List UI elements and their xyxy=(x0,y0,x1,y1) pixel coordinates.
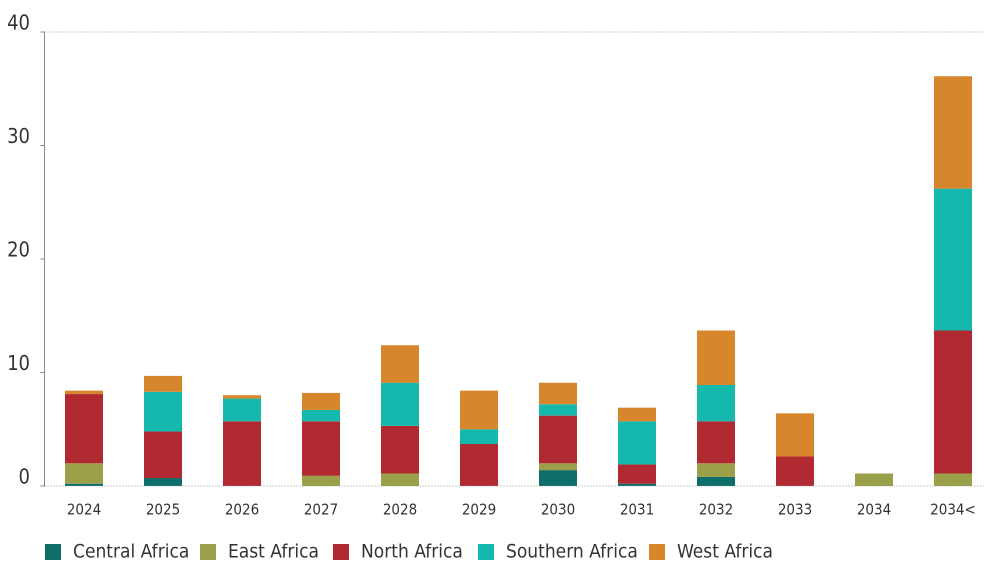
bar-segment xyxy=(934,473,972,486)
bar-segment xyxy=(697,421,735,464)
legend-swatch xyxy=(200,544,216,560)
x-tick-label: 2034< xyxy=(930,501,976,519)
bar-segment xyxy=(65,390,103,395)
x-tick-label: 2027 xyxy=(304,501,338,519)
bar-segment xyxy=(618,421,656,465)
bar-segment xyxy=(302,421,340,476)
y-tick-label: 40 xyxy=(7,11,30,35)
bar-segment xyxy=(223,398,261,422)
y-tick-label: 30 xyxy=(7,124,30,148)
bar-segment xyxy=(65,483,103,486)
bar-segment xyxy=(776,456,814,486)
x-tick-label: 2030 xyxy=(541,501,575,519)
bar-segment xyxy=(65,463,103,484)
bar-segment xyxy=(539,470,577,486)
bar-segment xyxy=(460,444,498,486)
x-tick-label: 2029 xyxy=(462,501,496,519)
bar-segment xyxy=(302,409,340,422)
bar-segment xyxy=(776,413,814,457)
bar-segment xyxy=(539,463,577,471)
bar-segment xyxy=(697,476,735,486)
legend-label: Central Africa xyxy=(73,541,189,563)
legend-swatch xyxy=(649,544,665,560)
bar-segment xyxy=(460,390,498,430)
x-tick-label: 2032 xyxy=(699,501,733,519)
bar-segment xyxy=(934,330,972,474)
x-tick-label: 2026 xyxy=(225,501,259,519)
bar-segment xyxy=(460,429,498,445)
y-tick-label: 10 xyxy=(7,351,30,375)
bar-segment xyxy=(697,330,735,385)
bar-segment xyxy=(539,415,577,464)
y-tick-label: 0 xyxy=(19,465,30,489)
bar-segment xyxy=(934,188,972,331)
bar-segment xyxy=(381,382,419,426)
bar-segment xyxy=(381,345,419,383)
legend-swatch xyxy=(333,544,349,560)
x-tick-label: 2033 xyxy=(778,501,812,519)
bar-segment xyxy=(697,463,735,477)
legend-swatch xyxy=(45,544,61,560)
legend-label: East Africa xyxy=(228,541,319,563)
bar-segment xyxy=(539,404,577,416)
bar-segment xyxy=(618,407,656,422)
bar-segment xyxy=(302,392,340,410)
legend-label: North Africa xyxy=(361,541,463,563)
x-tick-label: 2031 xyxy=(620,501,654,519)
bar-segment xyxy=(934,76,972,189)
legend-label: West Africa xyxy=(677,541,773,563)
bar-segment xyxy=(144,431,182,479)
bar-segment xyxy=(381,425,419,474)
x-tick-label: 2028 xyxy=(383,501,417,519)
legend-swatch xyxy=(478,544,494,560)
x-tick-label: 2024 xyxy=(67,501,101,519)
bar-segment xyxy=(223,421,261,486)
bar-segment xyxy=(539,382,577,405)
bar-segment xyxy=(618,483,656,486)
bar-segment xyxy=(855,473,893,486)
bar-segment xyxy=(144,375,182,392)
x-tick-label: 2034 xyxy=(857,501,891,519)
bar-segment xyxy=(697,384,735,422)
bar-segment xyxy=(144,478,182,486)
x-tick-label: 2025 xyxy=(146,501,180,519)
bar-segment xyxy=(223,395,261,399)
bar-segment xyxy=(381,473,419,486)
bar-segment xyxy=(618,464,656,484)
legend-label: Southern Africa xyxy=(506,541,638,563)
bar-segment xyxy=(302,475,340,486)
y-tick-label: 20 xyxy=(7,238,30,262)
bar-segment xyxy=(144,391,182,432)
bar-segment xyxy=(65,394,103,464)
